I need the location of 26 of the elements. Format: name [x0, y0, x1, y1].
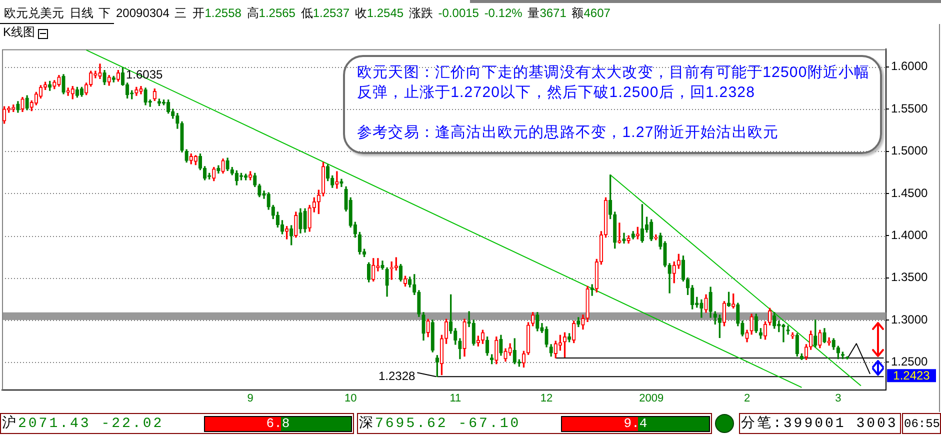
annotation: 1.2328: [378, 368, 416, 383]
y-tick-label: 1.3000: [891, 312, 928, 326]
text: 06:55: [904, 415, 940, 433]
x-tick-label: 3: [835, 392, 842, 405]
annotation: 参考交易：逢高沽出欧元的思路不变，1.27附近开始沽出欧元: [357, 123, 780, 143]
y-tick-label: 1.6000: [891, 59, 928, 74]
y-tick-label: 1.4500: [891, 186, 928, 200]
x-tick-label: 2: [744, 392, 750, 405]
note-box: 欧元天图：汇价向下走的基调没有太大改变，目前有可能于12500附近小幅反弹，止涨于1.2720以下，然后下破1.2500后，回1.2328 参考交易：逢高沽出欧元的思路不变，1.27附近开始沽出欧元: [343, 55, 882, 154]
text: K线图: [3, 25, 36, 39]
y-tick-label: 1.5000: [891, 144, 928, 158]
text: 分笔:399001 3003: [741, 415, 898, 433]
text: 1.2423: [893, 368, 930, 382]
x-tick-label: 2009: [639, 392, 664, 405]
chart-title: 欧元兑美元 日线 下 20090304 三: [4, 6, 187, 20]
y-tick-label: 1.2500: [891, 354, 928, 368]
text: 深7695.62 -67.10: [359, 416, 521, 432]
annotation: 欧元天图：汇价向下走的基调没有太大改变，目前有可能于12500附近小幅反弹，止涨于1.2720以下，然后下破1.2500后，回1.2328: [357, 63, 871, 103]
x-tick-label: 12: [540, 392, 553, 405]
x-tick-label: 11: [450, 392, 462, 405]
y-tick-label: 1.3500: [891, 270, 928, 284]
text: 开1.2558 高1.2565 低1.2537 收1.2545 涨跌 -0.0015 -0.12% 量3671 额4607: [192, 6, 610, 20]
x-tick-label: 9: [247, 392, 254, 405]
x-tick-label: 10: [344, 392, 357, 405]
y-tick-label: 1.5500: [891, 101, 928, 116]
y-tick-label: 1.4000: [891, 228, 928, 242]
